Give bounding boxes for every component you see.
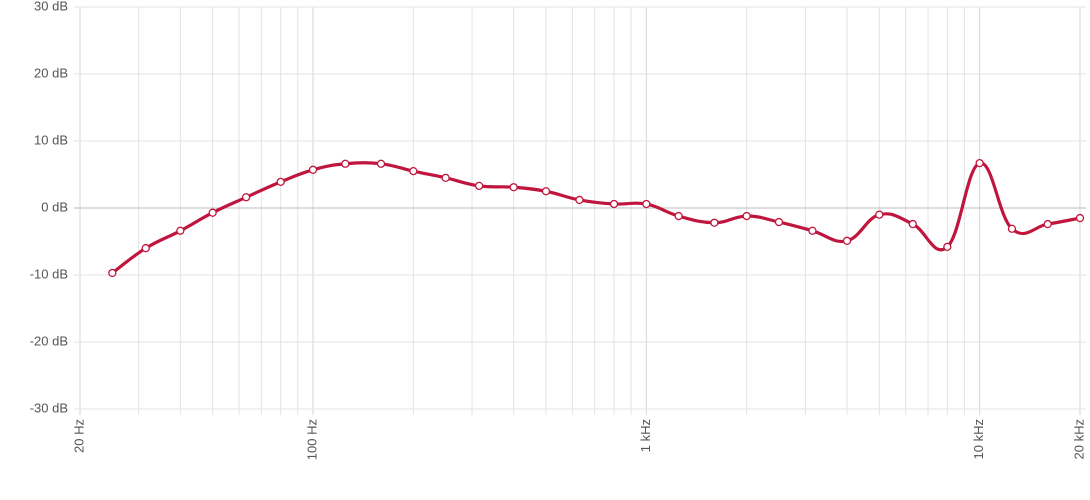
data-point: [1043, 219, 1052, 229]
data-point: [376, 159, 386, 168]
y-tick-label: -10 dB: [30, 266, 68, 281]
data-point: [208, 208, 217, 217]
x-tick-label: 1 kHz: [638, 419, 653, 452]
response-line: [111, 161, 1081, 275]
data-point: [642, 199, 651, 209]
y-tick-label: -30 dB: [30, 400, 68, 415]
data-point: [674, 211, 683, 221]
x-tick-label: 10 kHz: [971, 419, 986, 459]
y-tick-label: 10 dB: [34, 132, 68, 147]
data-point: [308, 165, 318, 174]
data-point: [441, 173, 450, 183]
y-tick-label: 20 dB: [34, 65, 68, 80]
y-tick-label: 0 dB: [41, 199, 68, 214]
data-point: [276, 177, 285, 187]
data-point: [108, 268, 117, 278]
data-point: [141, 244, 150, 253]
data-point: [341, 159, 350, 168]
data-point: [875, 210, 884, 219]
y-tick-label: -20 dB: [30, 333, 68, 348]
data-point: [774, 217, 784, 227]
data-point: [842, 236, 852, 245]
data-point: [241, 193, 251, 202]
data-point: [975, 158, 984, 168]
x-tick-label: 20 kHz: [1071, 419, 1086, 459]
data-point: [575, 195, 584, 205]
data-point: [609, 199, 619, 209]
data-point: [541, 187, 551, 196]
data-point: [509, 183, 518, 192]
data-point: [710, 218, 719, 227]
data-point: [808, 226, 817, 235]
data-point: [474, 181, 484, 191]
y-tick-label: 30 dB: [34, 0, 68, 13]
data-point: [176, 226, 185, 235]
data-point: [742, 211, 751, 221]
x-tick-label: 20 Hz: [71, 419, 86, 453]
data-point: [908, 219, 917, 229]
x-tick-label: 100 Hz: [304, 419, 319, 460]
data-point: [1007, 224, 1017, 233]
data-point: [1075, 213, 1085, 223]
data-point: [943, 242, 952, 252]
data-point: [409, 166, 418, 176]
